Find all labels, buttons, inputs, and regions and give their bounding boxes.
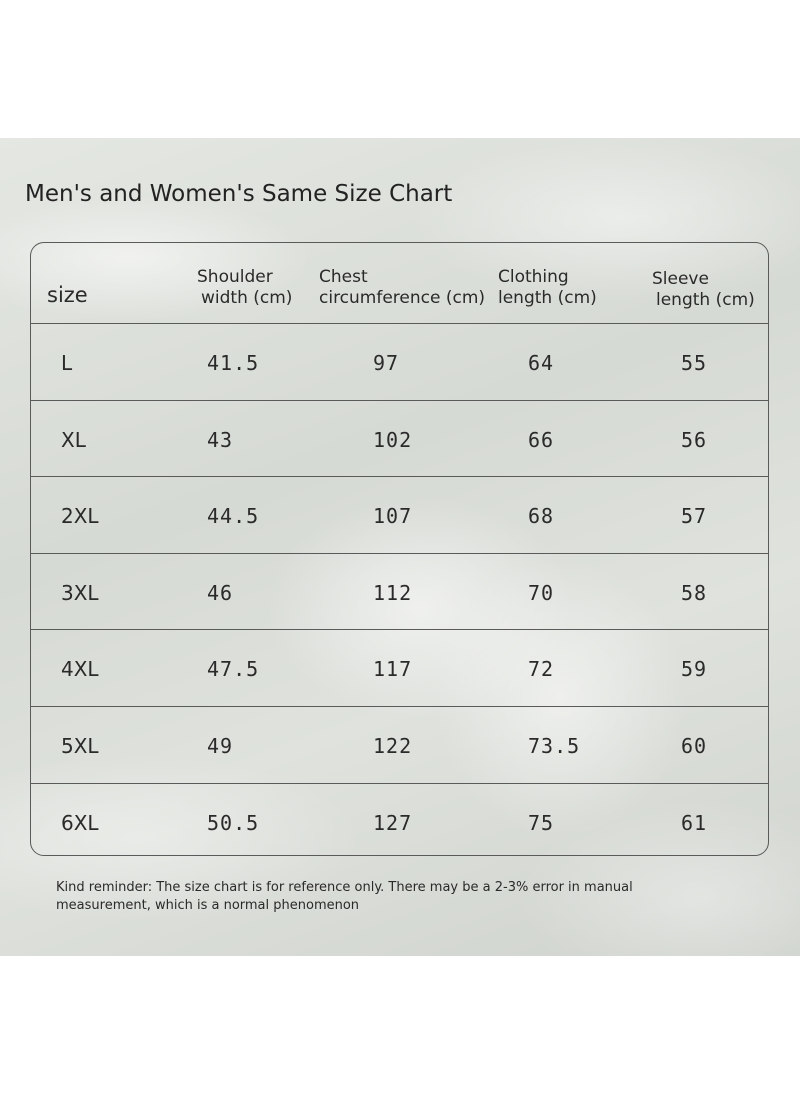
- cell-chest-circumference: 127: [373, 810, 413, 835]
- cell-shoulder-width: 41.5: [207, 351, 260, 375]
- cell-shoulder-width: 44.5: [207, 504, 260, 529]
- size-table: size Shoulder width (cm) Chest circumfer…: [30, 242, 769, 856]
- cell-chest-circumference: 102: [373, 427, 413, 452]
- cell-size: XL: [61, 427, 86, 452]
- row-divider: [31, 552, 768, 554]
- header-size: size: [47, 283, 88, 307]
- cell-sleeve-length: 57: [681, 504, 708, 529]
- row-divider: [31, 399, 768, 401]
- row-divider: [31, 629, 768, 631]
- cell-clothing-length: 68: [528, 504, 555, 529]
- kind-reminder-note: Kind reminder: The size chart is for ref…: [56, 880, 633, 913]
- cell-size: 6XL: [61, 810, 99, 835]
- cell-chest-circumference: 117: [373, 657, 413, 682]
- row-divider: [31, 323, 768, 324]
- cell-shoulder-width: 50.5: [207, 810, 260, 835]
- cell-sleeve-length: 58: [681, 580, 708, 605]
- size-chart-panel: Men's and Women's Same Size Chart size S…: [0, 138, 800, 956]
- cell-clothing-length: 75: [528, 810, 555, 835]
- cell-chest-circumference: 97: [373, 351, 400, 375]
- cell-clothing-length: 64: [528, 351, 555, 375]
- cell-chest-circumference: 112: [373, 580, 413, 605]
- cell-sleeve-length: 56: [681, 427, 708, 452]
- cell-size: 4XL: [61, 657, 99, 682]
- cell-size: 3XL: [61, 580, 99, 605]
- header-chest-circumference: Chest circumference (cm): [319, 267, 486, 308]
- cell-clothing-length: 70: [528, 580, 555, 605]
- cell-size: 5XL: [61, 734, 99, 758]
- chart-title: Men's and Women's Same Size Chart: [25, 181, 453, 207]
- cell-chest-circumference: 122: [373, 734, 413, 758]
- cell-size: 2XL: [61, 504, 99, 529]
- cell-sleeve-length: 60: [681, 734, 708, 758]
- header-shoulder-width: Shoulder width (cm): [197, 267, 293, 308]
- cell-clothing-length: 66: [528, 427, 555, 452]
- cell-sleeve-length: 61: [681, 810, 708, 835]
- row-divider: [31, 476, 768, 478]
- header-clothing-length: Clothing length (cm): [498, 267, 597, 308]
- cell-shoulder-width: 43: [207, 427, 234, 452]
- header-sleeve-length: Sleeve length (cm): [652, 269, 755, 310]
- cell-size: L: [61, 351, 73, 375]
- cell-shoulder-width: 47.5: [207, 657, 260, 682]
- cell-shoulder-width: 49: [207, 734, 234, 758]
- cell-clothing-length: 73.5: [528, 734, 581, 758]
- cell-sleeve-length: 59: [681, 657, 708, 682]
- row-divider: [31, 782, 768, 784]
- cell-sleeve-length: 55: [681, 351, 708, 375]
- cell-clothing-length: 72: [528, 657, 555, 682]
- row-divider: [31, 706, 768, 707]
- cell-chest-circumference: 107: [373, 504, 413, 529]
- cell-shoulder-width: 46: [207, 580, 234, 605]
